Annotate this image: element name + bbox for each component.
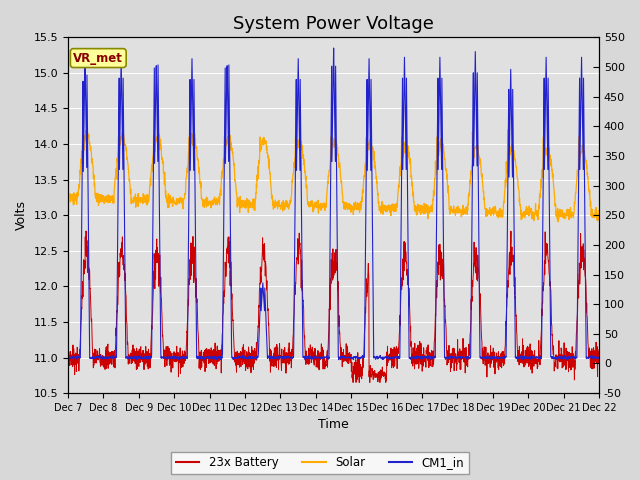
CM1_in <box>202 357 209 363</box>
Line: 23x Battery: 23x Battery <box>68 231 599 383</box>
Legend: 23x Battery, Solar, CM1_in: 23x Battery, Solar, CM1_in <box>171 452 469 474</box>
23x Battery <box>212 365 220 371</box>
CM1_in <box>548 356 556 361</box>
23x Battery <box>595 358 603 364</box>
Solar <box>349 204 356 209</box>
CM1_in <box>595 354 603 360</box>
Solar <box>504 127 511 132</box>
Solar <box>64 198 72 204</box>
CM1_in <box>361 336 369 342</box>
Line: CM1_in: CM1_in <box>68 48 599 360</box>
CM1_in <box>563 355 571 360</box>
Solar <box>548 170 556 176</box>
CM1_in <box>212 355 220 360</box>
Y-axis label: Volts: Volts <box>15 200 28 230</box>
Solar <box>563 206 571 212</box>
Solar <box>554 219 562 225</box>
Line: Solar: Solar <box>68 130 599 222</box>
23x Battery <box>64 342 72 348</box>
Solar <box>212 198 220 204</box>
CM1_in <box>488 355 496 361</box>
23x Battery <box>548 341 556 347</box>
CM1_in <box>330 45 337 51</box>
CM1_in <box>349 355 357 360</box>
Title: System Power Voltage: System Power Voltage <box>233 15 434 33</box>
Solar <box>488 208 495 214</box>
23x Battery <box>349 369 356 375</box>
23x Battery <box>82 228 90 234</box>
Solar <box>360 174 368 180</box>
23x Battery <box>361 328 369 334</box>
Solar <box>595 209 603 215</box>
X-axis label: Time: Time <box>318 419 349 432</box>
23x Battery <box>563 354 571 360</box>
CM1_in <box>64 353 72 359</box>
23x Battery <box>488 349 496 355</box>
23x Battery <box>349 380 357 385</box>
Text: VR_met: VR_met <box>74 51 124 65</box>
